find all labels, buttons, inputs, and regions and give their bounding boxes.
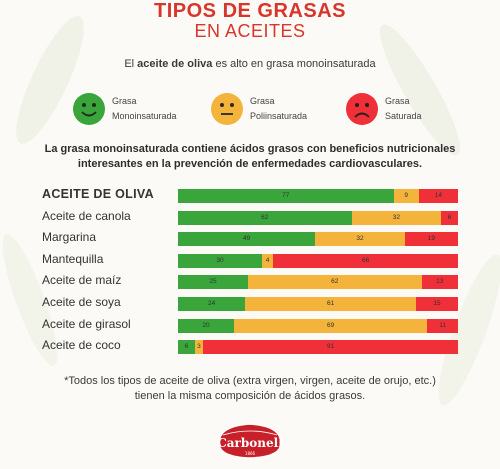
row-label: Aceite de girasol <box>42 316 131 331</box>
bar-row: 24 61 15 <box>178 297 458 311</box>
data-label: 24 <box>207 300 216 307</box>
carbonell-logo: Carbonell 1866 <box>217 423 283 459</box>
data-label: 11 <box>439 321 446 329</box>
bar-segment: 20 <box>178 318 234 333</box>
bar-segment: 9 <box>393 189 419 203</box>
statement-line2: interesantes en la prevención de enferme… <box>77 158 423 170</box>
bar-segment: 11 <box>427 318 458 333</box>
data-label: 62 <box>331 278 339 286</box>
data-label: 30 <box>216 256 224 264</box>
bar-segment: 19 <box>404 232 458 247</box>
intro-suffix: es alto en grasa monoinsaturada <box>212 58 376 70</box>
row-label: Mantequilla <box>42 251 104 266</box>
data-label: 15 <box>433 300 441 307</box>
page-title: TIPOS DE GRASAS <box>154 0 346 22</box>
bar-segment: 6 <box>441 210 458 225</box>
data-label: 66 <box>361 256 370 264</box>
data-label: 13 <box>436 278 444 286</box>
data-label: 69 <box>326 321 335 329</box>
data-label: 14 <box>434 192 442 199</box>
statement-line1: La grasa monoinsaturada contiene ácidos … <box>44 143 456 155</box>
footnote: *Todos los tipos de aceite de oliva (ext… <box>20 374 480 404</box>
bar-row: 49 32 19 <box>178 232 458 247</box>
bar-segment: 24 <box>178 297 246 311</box>
intro-prefix: El <box>124 58 138 70</box>
page-subtitle-heading: EN ACEITES <box>194 21 306 41</box>
bar-segment: 61 <box>245 297 416 311</box>
bar-segment: 66 <box>273 253 458 268</box>
data-label: 32 <box>356 235 364 243</box>
data-label: 77 <box>282 192 290 199</box>
bar-row: 6 3 91 <box>178 340 458 355</box>
data-label: 4 <box>265 256 270 264</box>
footnote-line2: tienen la misma composición de ácidos gr… <box>134 390 366 402</box>
bar-row: 62 32 6 <box>178 210 458 225</box>
smile-face-icon <box>73 93 105 125</box>
bar-segment: 6 <box>178 340 195 355</box>
bar-segment: 77 <box>178 189 394 203</box>
legend-label: Grasa Monoinsaturada <box>112 94 202 124</box>
data-label: 49 <box>242 235 251 243</box>
bar-segment: 91 <box>203 340 458 355</box>
bar-segment: 4 <box>262 253 274 268</box>
data-label: 25 <box>209 278 217 286</box>
bar-row: 20 69 11 <box>178 318 458 333</box>
legend-line2: Monoinsaturada <box>112 111 177 121</box>
bar-segment: 32 <box>351 210 442 225</box>
bar-segment: 62 <box>178 210 352 225</box>
data-label: 3 <box>197 343 201 351</box>
legend-line1: Grasa <box>112 96 137 106</box>
row-label: Margarina <box>42 230 97 245</box>
neutral-face-icon <box>211 93 243 125</box>
legend-label: Grasa Poliinsaturada <box>250 94 340 124</box>
data-label: 91 <box>326 343 335 351</box>
bar-segment: 15 <box>415 297 458 311</box>
bar-row: 30 4 66 <box>178 253 458 268</box>
row-label: Aceite de coco <box>42 338 121 353</box>
bar-segment: 62 <box>248 275 422 290</box>
sad-face-icon <box>346 93 378 125</box>
data-label: 62 <box>261 213 269 221</box>
intro-sentence: El aceite de oliva es alto en grasa mono… <box>0 58 500 70</box>
bar-segment: 14 <box>418 189 458 203</box>
row-label: Aceite de canola <box>42 208 131 223</box>
bar-row: 25 62 13 <box>178 275 458 290</box>
footnote-line1: *Todos los tipos de aceite de oliva (ext… <box>64 375 436 387</box>
data-label: 20 <box>202 321 210 329</box>
legend-line2: Poliinsaturada <box>250 111 308 121</box>
legend-line2: Saturada <box>385 111 422 121</box>
row-label: ACEITE DE OLIVA <box>42 187 154 201</box>
data-label: 9 <box>404 192 408 199</box>
intro-bold: aceite de oliva <box>137 58 213 70</box>
legend-line1: Grasa <box>250 96 275 106</box>
row-label: Aceite de soya <box>42 295 121 309</box>
health-statement: La grasa monoinsaturada contiene ácidos … <box>30 142 470 172</box>
bar-segment: 13 <box>421 275 458 290</box>
bar-segment: 49 <box>178 232 316 247</box>
logo-year: 1866 <box>245 451 256 456</box>
data-label: 61 <box>326 300 335 307</box>
bar-segment: 3 <box>194 340 204 355</box>
data-label: 6 <box>184 343 189 351</box>
bar-segment: 30 <box>178 253 262 268</box>
logo-wordmark: Carbonell <box>217 436 283 450</box>
legend-line1: Grasa <box>385 96 410 106</box>
bar-segment: 25 <box>178 275 248 290</box>
data-label: 19 <box>427 235 435 243</box>
legend-label: Grasa Saturada <box>385 94 475 124</box>
bar-row: 77 9 14 <box>178 189 458 203</box>
row-label: Aceite de maíz <box>42 273 122 288</box>
bar-segment: 32 <box>315 232 405 247</box>
data-label: 6 <box>447 213 452 221</box>
bar-segment: 69 <box>234 318 428 333</box>
data-label: 32 <box>392 213 400 221</box>
